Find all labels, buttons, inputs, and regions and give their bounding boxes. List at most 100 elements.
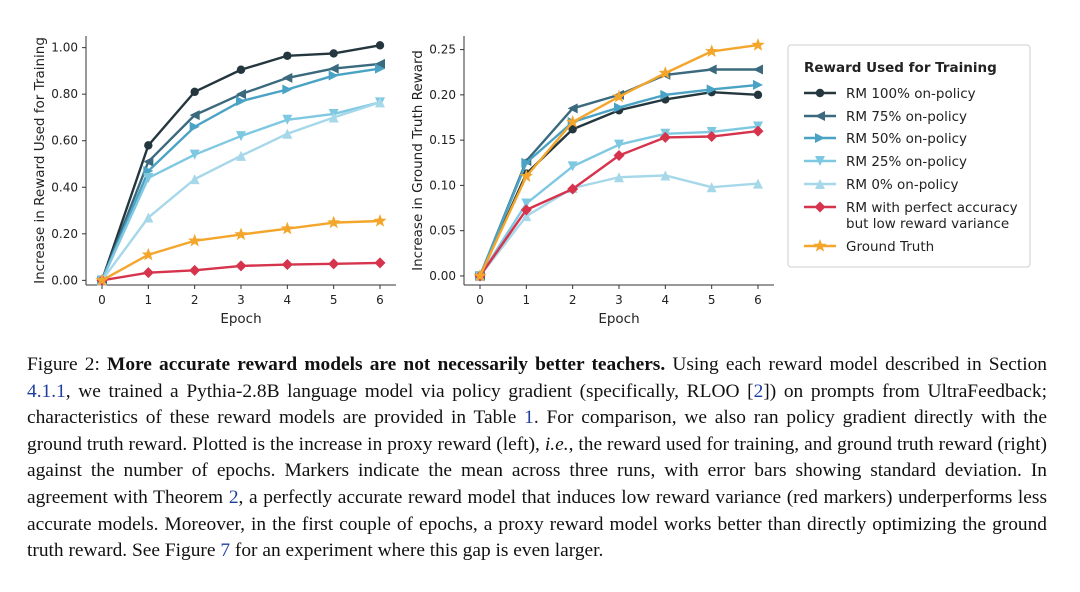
right-data-point — [753, 90, 763, 100]
left-data-point — [236, 131, 246, 142]
left-x-tick-label: 3 — [237, 293, 245, 307]
legend-item: RM 100% on-policy — [804, 86, 976, 102]
left-y-tick-label: 0.00 — [51, 273, 78, 287]
tri-right-marker-icon — [815, 133, 825, 143]
right-data-point — [753, 178, 763, 189]
right-data-point — [614, 172, 624, 183]
right-y-tick-label: 0.25 — [429, 43, 456, 57]
right-data-point — [706, 84, 717, 95]
left-series-0 — [97, 41, 385, 285]
right-x-tick-label: 4 — [662, 293, 670, 307]
left-x-tick-label: 4 — [284, 293, 292, 307]
left-data-point — [282, 84, 293, 95]
diamond-marker-icon — [814, 201, 826, 213]
right-data-point — [567, 161, 578, 172]
left-data-point — [141, 247, 155, 261]
left-data-point — [189, 149, 200, 160]
right-data-point — [612, 89, 626, 103]
right-x-tick-label: 0 — [476, 293, 484, 307]
right-data-point — [752, 125, 764, 137]
right-y-tick-label: 0.20 — [429, 88, 456, 102]
right-data-point — [473, 268, 487, 282]
left-data-point — [144, 141, 153, 150]
right-data-point — [753, 79, 763, 90]
right-series-5 — [474, 125, 764, 282]
left-data-point — [282, 128, 293, 139]
legend-item: Ground Truth — [804, 239, 934, 255]
legend-label: RM 100% on-policy — [846, 86, 976, 102]
left-x-tick-label: 0 — [98, 293, 106, 307]
left-data-point — [189, 174, 200, 185]
right-data-point — [519, 169, 533, 183]
left-data-point — [281, 259, 293, 271]
left-y-tick-label: 0.80 — [51, 87, 78, 101]
left-y-axis-label: Increase in Reward Used for Training — [32, 37, 48, 284]
legend-item: RM 0% on-policy — [804, 177, 958, 193]
left-data-point — [143, 212, 154, 223]
right-x-tick-label: 1 — [523, 293, 531, 307]
legend-frame — [787, 44, 1031, 268]
citation-ref-link[interactable]: 2 — [753, 380, 764, 402]
right-data-point — [520, 204, 532, 216]
right-data-point — [660, 170, 671, 181]
legend-label: RM 75% on-policy — [846, 109, 967, 125]
section-ref-link[interactable]: 4.1.1 — [27, 380, 66, 402]
right-y-tick-label: 0.15 — [429, 133, 456, 147]
left-series-6 — [95, 214, 387, 287]
theorem-ref-link[interactable]: 2 — [228, 486, 239, 508]
left-data-point — [236, 65, 246, 74]
right-data-point — [568, 125, 577, 134]
left-data-point — [190, 87, 199, 97]
legend-label: RM with perfect accuracy — [846, 200, 1018, 216]
legend-label: but low reward variance — [846, 216, 1009, 232]
left-data-point — [327, 215, 341, 229]
left-data-point — [236, 150, 246, 161]
left-data-point — [142, 267, 154, 279]
left-series-line — [100, 44, 381, 281]
right-series-4 — [475, 170, 763, 281]
caption-text: , the reward used for training, and grou… — [27, 433, 1047, 508]
left-data-point — [328, 63, 339, 74]
caption-text: ]) on prompts from UltraFeedback; charac… — [27, 380, 1047, 429]
left-data-point — [189, 264, 201, 276]
figure-ref-link[interactable]: 7 — [220, 540, 231, 562]
left-data-point — [236, 96, 246, 107]
caption-ie: i.e. — [544, 433, 569, 455]
right-data-point — [567, 183, 579, 195]
right-data-point — [521, 198, 532, 209]
right-x-tick-label: 5 — [708, 293, 716, 307]
left-data-point — [375, 97, 385, 108]
right-data-point — [521, 157, 532, 168]
legend-title: Reward Used for Training — [804, 60, 997, 76]
right-y-tick-label: 0.00 — [429, 269, 456, 283]
left-data-point — [143, 156, 154, 167]
right-series-line — [479, 174, 759, 277]
left-data-point — [143, 172, 154, 183]
right-data-point — [567, 103, 578, 114]
right-y-axis-label: Increase in Ground Truth Reward — [410, 50, 426, 271]
caption-lead: More accurate reward models are not nece… — [107, 354, 666, 375]
left-data-point — [189, 110, 200, 121]
left-data-point — [234, 227, 248, 241]
left-y-tick-label: 0.40 — [51, 180, 78, 194]
right-y-tick-label: 0.05 — [429, 224, 456, 238]
right-data-point — [614, 139, 624, 150]
left-plot-training-reward: 0.00 0.20 0.40 0.60 0.80 1.00 0 1 2 3 4 5 6 Epoch Incr… — [32, 36, 396, 327]
right-data-point — [706, 182, 717, 193]
left-data-point — [374, 257, 386, 269]
left-x-tick-label: 6 — [376, 293, 384, 307]
right-y-tick-label: 0.10 — [429, 178, 456, 192]
left-data-point — [280, 221, 294, 235]
left-x-tick-label: 2 — [191, 293, 199, 307]
left-data-point — [282, 114, 293, 125]
legend: Reward Used for Training RM 100% on-polic… — [787, 44, 1031, 268]
caption-text: , we trained a Pythia-2.8B language mode… — [65, 380, 754, 402]
right-data-point — [658, 66, 672, 79]
left-data-point — [283, 51, 292, 60]
left-data-point — [375, 58, 385, 69]
table-ref-link[interactable]: 1 — [524, 407, 534, 429]
legend-item: RM 25% on-policy — [804, 154, 967, 170]
left-data-point — [188, 233, 202, 247]
left-data-point — [236, 89, 246, 100]
